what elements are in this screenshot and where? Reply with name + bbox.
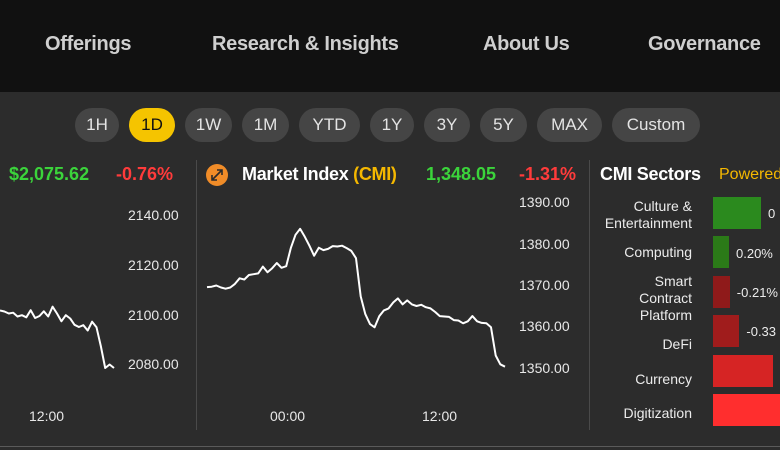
sector-value-computing: 0.20% — [736, 246, 773, 261]
range-custom-button[interactable]: Custom — [612, 108, 700, 142]
top-navigation: Offerings Research & Insights About Us G… — [0, 0, 780, 92]
index-change: -1.31% — [519, 164, 577, 184]
sector-label-digitization: Digitization — [623, 405, 692, 421]
nav-about-us[interactable]: About Us — [483, 33, 570, 55]
left-ytick: 2100.00 — [128, 307, 179, 323]
index-ytick: 1380.00 — [519, 236, 570, 252]
index-ytick: 1360.00 — [519, 318, 570, 334]
index-ytick: 1350.00 — [519, 360, 570, 376]
index-price: 1,348.05 — [426, 164, 497, 184]
range-ytd-button[interactable]: YTD — [299, 108, 360, 142]
sector-label-smart-contract: Smart Contract Platform — [639, 273, 692, 323]
left-xtick: 12:00 — [29, 408, 65, 424]
sectors-powered: Powered — [719, 166, 780, 183]
sectors-title: CMI Sectors — [600, 164, 701, 184]
expand-icon — [211, 169, 223, 181]
divider — [196, 160, 197, 430]
sector-label-currency: Currency — [635, 371, 692, 387]
range-1y-button[interactable]: 1Y — [370, 108, 414, 142]
sector-bar-smart-contract[interactable] — [713, 276, 730, 308]
range-max-button[interactable]: MAX — [537, 108, 602, 142]
range-1h-button[interactable]: 1H — [75, 108, 119, 142]
price-line — [0, 305, 115, 369]
nav-research-insights[interactable]: Research & Insights — [212, 33, 399, 55]
index-ytick: 1370.00 — [519, 277, 570, 293]
index-title: Market Index (CMI) — [242, 164, 397, 185]
range-1d-button[interactable]: 1D — [129, 108, 175, 142]
left-price: $2,075.62 — [9, 164, 90, 184]
left-ytick: 2080.00 — [128, 356, 179, 372]
index-ytick: 1390.00 — [519, 194, 570, 210]
left-ytick: 2120.00 — [128, 257, 179, 273]
left-ytick: 2140.00 — [128, 207, 179, 223]
sector-label-culture: Culture & Entertainment — [604, 198, 692, 231]
sector-value-culture: 0 — [768, 206, 776, 221]
sector-label-computing: Computing — [624, 244, 692, 260]
sector-label-defi: DeFi — [662, 336, 692, 352]
sector-value-defi: -0.33 — [746, 324, 777, 339]
sector-bar-culture[interactable] — [713, 197, 761, 229]
sector-bar-computing[interactable] — [713, 236, 729, 268]
left-change: -0.76% — [116, 164, 174, 184]
sector-bar-digitization[interactable] — [713, 394, 780, 426]
range-5y-button[interactable]: 5Y — [480, 108, 527, 142]
divider — [589, 160, 590, 430]
expand-button[interactable] — [206, 164, 228, 186]
nav-offerings[interactable]: Offerings — [45, 33, 132, 55]
nav-governance[interactable]: Governance — [648, 33, 761, 55]
index-title-text: Market Index — [242, 164, 354, 184]
sector-value-smart-contract: -0.21% — [736, 285, 778, 300]
bottom-divider — [0, 446, 780, 447]
sector-bar-currency[interactable] — [713, 355, 773, 387]
range-3y-button[interactable]: 3Y — [424, 108, 470, 142]
index-xtick: 12:00 — [422, 408, 458, 424]
price-line — [206, 227, 506, 368]
range-1m-button[interactable]: 1M — [242, 108, 289, 142]
index-xtick: 00:00 — [270, 408, 306, 424]
range-1w-button[interactable]: 1W — [185, 108, 232, 142]
market-panel — [0, 92, 780, 450]
sector-bar-defi[interactable] — [713, 315, 740, 347]
index-ticker: (CMI) — [353, 164, 397, 184]
